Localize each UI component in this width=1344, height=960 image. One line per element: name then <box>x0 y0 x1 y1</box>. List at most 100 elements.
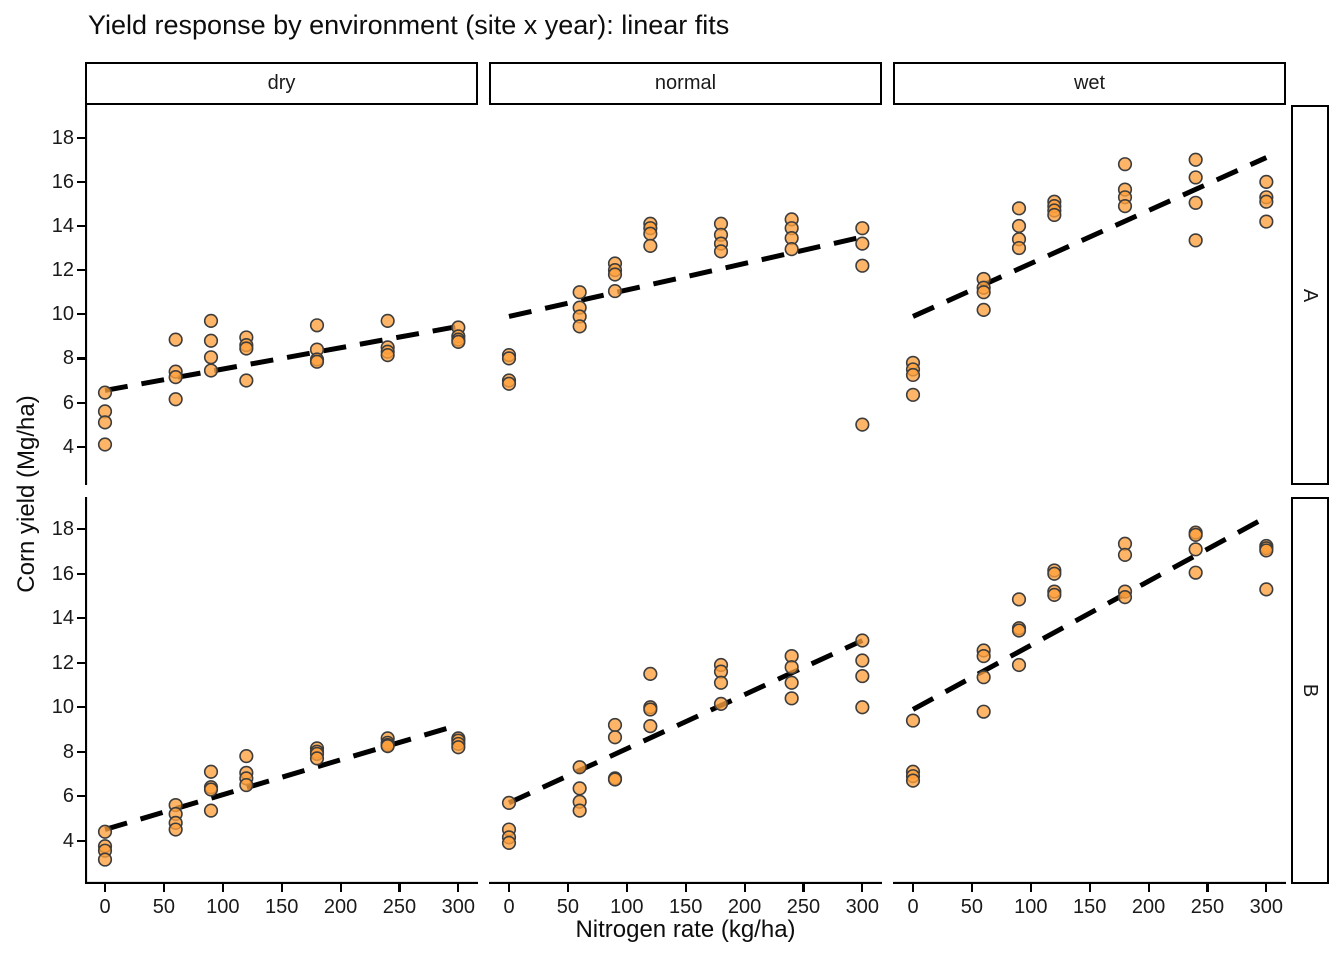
x-tick-mark <box>912 884 915 892</box>
y-tick-label: 4 <box>62 829 74 852</box>
x-tick-mark <box>221 884 224 892</box>
data-point <box>976 648 991 664</box>
data-point <box>1011 218 1027 234</box>
chart-title: Yield response by environment (site x ye… <box>88 10 730 40</box>
data-point <box>976 704 991 719</box>
x-tick-label: 150 <box>1073 896 1107 918</box>
data-point <box>239 749 254 764</box>
data-point <box>855 417 870 432</box>
fit-line-dry-B <box>104 722 460 832</box>
y-tick-mark <box>77 661 85 664</box>
data-point <box>451 334 466 349</box>
data-point <box>203 782 219 797</box>
y-tick-label: 8 <box>62 740 74 763</box>
y-tick-label: 14 <box>51 607 74 630</box>
y-tick-mark <box>77 401 85 404</box>
data-point <box>1011 657 1027 673</box>
x-tick-label: 0 <box>907 896 919 918</box>
x-tick-mark <box>1147 884 1150 892</box>
x-tick-mark <box>743 884 746 892</box>
y-tick-label: 6 <box>62 391 74 414</box>
x-tick-label: 200 <box>727 896 762 918</box>
data-point <box>607 267 623 282</box>
y-tick-label: 8 <box>62 347 74 370</box>
x-axis-title: Nitrogen rate (kg/ha) <box>575 916 796 943</box>
data-point <box>905 387 921 402</box>
data-point <box>607 772 623 787</box>
facet-strip-normal: normal <box>489 62 882 105</box>
data-point <box>855 258 870 273</box>
data-point <box>203 350 219 365</box>
y-tick-mark <box>77 180 85 183</box>
data-point <box>572 319 587 334</box>
data-point <box>855 633 870 648</box>
x-tick-label: 0 <box>99 896 111 918</box>
data-point <box>1047 587 1062 603</box>
data-point <box>380 347 395 363</box>
fit-line-normal-A <box>508 234 863 319</box>
x-tick-label: 300 <box>441 896 475 918</box>
facet-strip-row-a: A <box>1291 105 1329 485</box>
data-point <box>713 696 729 711</box>
y-tick-mark <box>77 839 85 842</box>
data-point <box>976 285 991 300</box>
y-tick-mark <box>77 357 85 360</box>
y-tick-mark <box>77 269 85 272</box>
data-point <box>643 226 658 241</box>
y-tick-label: 10 <box>51 303 74 326</box>
x-tick-mark <box>802 884 805 892</box>
data-point <box>1259 214 1274 229</box>
data-point <box>97 852 113 867</box>
data-point <box>168 822 183 837</box>
data-point <box>1047 207 1062 223</box>
data-point <box>713 244 729 259</box>
facet-strip-row-b: B <box>1291 497 1329 884</box>
y-tick-label: 12 <box>51 259 74 282</box>
data-point <box>309 751 325 766</box>
fit-line-dry-A <box>104 323 459 393</box>
x-tick-label: 250 <box>1190 896 1225 918</box>
x-tick-label: 0 <box>503 896 515 918</box>
y-tick-mark <box>77 572 85 575</box>
data-point <box>1117 590 1133 605</box>
y-tick-mark <box>77 136 85 139</box>
data-point <box>855 700 870 715</box>
data-point <box>1259 194 1274 209</box>
data-point <box>572 285 587 300</box>
y-tick-label: 10 <box>51 696 74 719</box>
data-point <box>168 332 183 347</box>
data-point <box>1259 582 1274 597</box>
x-tick-mark <box>162 884 166 892</box>
data-point <box>97 385 113 400</box>
data-point <box>905 713 921 728</box>
y-tick-label: 14 <box>51 215 74 237</box>
data-point <box>1259 543 1274 558</box>
x-tick-mark <box>970 884 974 892</box>
data-point <box>905 773 921 788</box>
data-point <box>97 415 113 430</box>
y-tick-mark <box>77 528 85 531</box>
data-point <box>168 370 183 385</box>
y-tick-label: 18 <box>51 126 74 149</box>
y-tick-label: 4 <box>62 435 74 458</box>
facet-strip-wet: wet <box>893 62 1286 105</box>
panel-dry-A <box>85 105 466 485</box>
x-tick-mark <box>339 884 342 892</box>
fit-line-normal-B <box>507 638 864 806</box>
data-point <box>855 236 870 251</box>
data-point <box>97 437 113 452</box>
y-tick-label: 16 <box>51 170 74 193</box>
x-tick-mark <box>280 884 283 892</box>
x-tick-label: 150 <box>669 896 703 918</box>
y-tick-label: 12 <box>51 651 74 674</box>
x-tick-label: 250 <box>382 896 417 918</box>
x-tick-label: 100 <box>610 896 644 918</box>
data-point <box>97 824 113 839</box>
data-point <box>1011 592 1027 607</box>
x-tick-label: 200 <box>323 896 358 918</box>
y-tick-mark <box>77 225 85 228</box>
data-point <box>643 238 658 253</box>
x-tick-label: 50 <box>556 896 580 918</box>
data-point <box>203 333 219 348</box>
data-point <box>855 653 870 668</box>
